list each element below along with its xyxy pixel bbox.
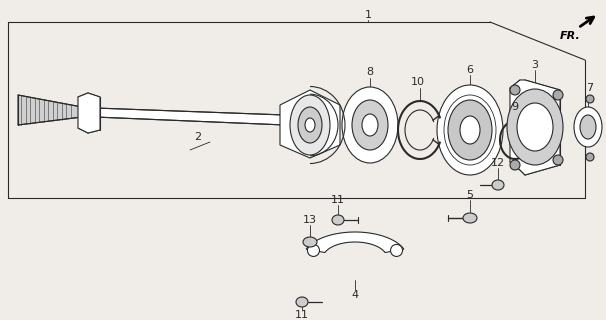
Ellipse shape — [298, 107, 322, 143]
Ellipse shape — [507, 89, 563, 165]
Text: 8: 8 — [367, 67, 373, 77]
Ellipse shape — [553, 90, 563, 100]
Ellipse shape — [390, 244, 402, 256]
Text: 2: 2 — [195, 132, 202, 142]
Text: 11: 11 — [331, 195, 345, 205]
Ellipse shape — [463, 213, 477, 223]
Text: 11: 11 — [295, 310, 309, 320]
Ellipse shape — [332, 215, 344, 225]
Ellipse shape — [342, 87, 398, 163]
Text: 4: 4 — [351, 290, 359, 300]
Polygon shape — [510, 80, 560, 175]
Polygon shape — [95, 108, 285, 125]
Ellipse shape — [305, 118, 315, 132]
Ellipse shape — [492, 180, 504, 190]
Text: 1: 1 — [364, 10, 371, 20]
Ellipse shape — [303, 237, 317, 247]
Polygon shape — [18, 95, 82, 125]
Text: 7: 7 — [587, 83, 593, 93]
Ellipse shape — [437, 85, 503, 175]
Ellipse shape — [460, 116, 480, 144]
Text: 5: 5 — [467, 190, 473, 200]
Ellipse shape — [307, 244, 319, 256]
Text: 10: 10 — [411, 77, 425, 87]
Text: FR.: FR. — [559, 31, 581, 41]
Ellipse shape — [510, 160, 520, 170]
Text: 6: 6 — [467, 65, 473, 75]
Polygon shape — [280, 90, 340, 158]
Ellipse shape — [553, 155, 563, 165]
Ellipse shape — [586, 153, 594, 161]
Ellipse shape — [362, 114, 378, 136]
Ellipse shape — [290, 95, 330, 155]
Polygon shape — [306, 232, 404, 252]
Ellipse shape — [448, 100, 492, 160]
Ellipse shape — [517, 103, 553, 151]
Ellipse shape — [580, 115, 596, 139]
Text: 12: 12 — [491, 158, 505, 168]
Text: 9: 9 — [511, 102, 519, 112]
Text: 3: 3 — [531, 60, 539, 70]
Ellipse shape — [586, 95, 594, 103]
Ellipse shape — [296, 297, 308, 307]
Polygon shape — [78, 93, 100, 133]
Text: 13: 13 — [303, 215, 317, 225]
Ellipse shape — [574, 107, 602, 147]
Ellipse shape — [510, 85, 520, 95]
Ellipse shape — [352, 100, 388, 150]
